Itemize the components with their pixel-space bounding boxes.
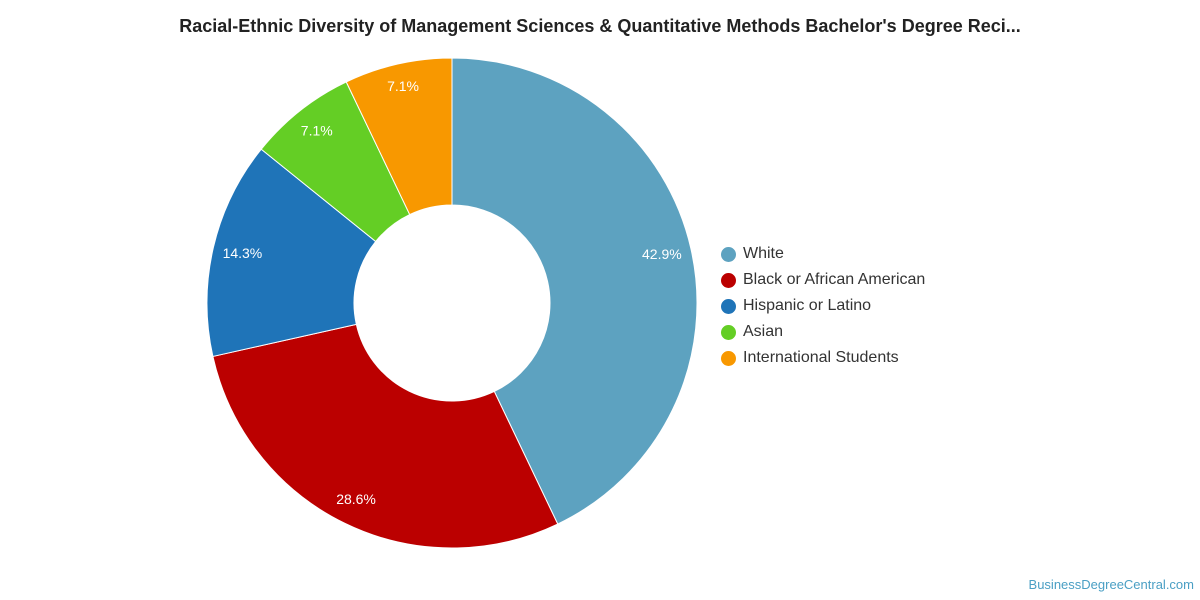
legend-item[interactable]: International Students [721,345,925,371]
legend-label: Black or African American [743,271,926,288]
legend-swatch [721,246,736,262]
legend-swatch [721,350,736,366]
slice-label: 7.1% [301,123,333,139]
slice-international-students [345,57,453,216]
legend-label: Hispanic or Latino [743,297,872,314]
legend-item[interactable]: White [721,241,925,267]
slice-white [451,57,698,525]
chart-title: Racial-Ethnic Diversity of Management Sc… [179,16,1021,36]
legend-item[interactable]: Black or African American [721,267,925,293]
watermark: BusinessDegreeCentral.com [1028,577,1194,592]
legend-swatch [721,272,736,288]
legend-label: White [743,245,784,262]
legend-swatch [721,298,736,314]
slice-label: 14.3% [223,245,263,261]
chart-legend: White Black or African American Hispanic o… [721,241,925,371]
slice-black-or-african-american [212,323,559,549]
slice-label: 42.9% [642,246,682,262]
legend-label: Asian [743,323,784,340]
slice-label: 28.6% [336,491,376,507]
legend-item[interactable]: Hispanic or Latino [721,293,925,319]
legend-label: International Students [743,349,899,366]
slice-hispanic-or-latino [206,148,377,358]
legend-item[interactable]: Asian [721,319,925,345]
legend-swatch [721,324,736,340]
slice-label: 7.1% [387,78,419,94]
